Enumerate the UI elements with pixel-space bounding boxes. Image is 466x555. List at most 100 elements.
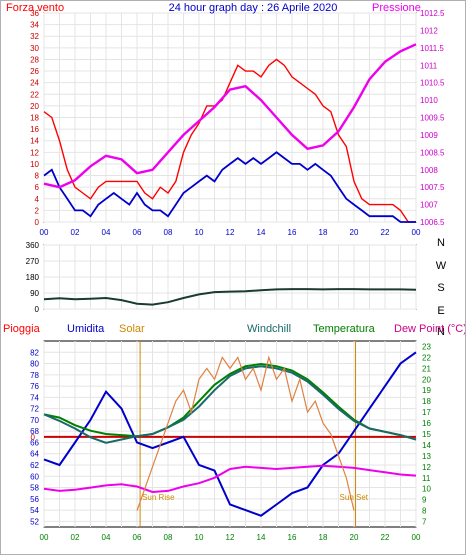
temperature-y-tick-label: 13: [422, 452, 431, 461]
humidity-y-tick-label: 72: [30, 405, 39, 414]
humidity-y-tick-label: 78: [30, 371, 39, 380]
rain-value-label: 0: [31, 433, 36, 442]
humidity-y-tick-label: 80: [30, 360, 39, 369]
temp-x-tick-label: 12: [226, 533, 235, 542]
temp-x-tick-label: 00: [40, 533, 49, 542]
temp-grid: [43, 341, 417, 527]
wind-y-tick-label: 18: [30, 114, 39, 123]
temperature-y-tick-label: 17: [422, 408, 431, 417]
wind-x-ticks: 00 02 04 06 08 10 12 14 16 18 20 22 00: [40, 228, 421, 237]
wind-x-tick-label: 04: [102, 228, 111, 237]
wind-y-tick-label: 10: [30, 160, 39, 169]
pressure-y-tick-label: 1009: [420, 131, 438, 140]
wind-x-tick-label: 06: [133, 228, 142, 237]
legend-item: Solar: [119, 323, 145, 335]
pressure-y-tick-label: 1007.5: [420, 183, 445, 192]
wind-y-tick-label: 16: [30, 125, 39, 134]
compass-label: N: [437, 237, 445, 249]
wind-y-tick-label: 36: [30, 9, 39, 18]
temperature-y-tick-label: 19: [422, 386, 431, 395]
compass-label: N: [437, 326, 445, 338]
sunset-label: Sun Set: [340, 493, 369, 502]
pressure-y-tick-label: 1012.5: [420, 9, 445, 18]
pressure-series-line: [43, 43, 417, 189]
temperature-y-tick-label: 11: [422, 474, 431, 483]
direction-y-tick-label: 180: [26, 273, 40, 282]
temp-x-tick-label: 22: [381, 533, 390, 542]
humidity-y-tick-label: 56: [30, 495, 39, 504]
wind-x-tick-label: 18: [319, 228, 328, 237]
temperature-y-tick-label: 22: [422, 353, 431, 362]
wind-x-tick-label: 02: [71, 228, 80, 237]
wind-x-tick-label: 10: [195, 228, 204, 237]
pressure-y-tick-label: 1011: [420, 61, 438, 70]
legend-item: Pioggia: [3, 323, 41, 335]
wind-y-tick-label: 32: [30, 32, 39, 41]
windchill-series-line: [43, 365, 417, 444]
direction-y-tick-label: 90: [30, 289, 39, 298]
solar-series-line: [136, 355, 355, 511]
pressure-y-tick-label: 1011.5: [420, 44, 444, 53]
temp-x-tick-label: 14: [257, 533, 266, 542]
humidity-y-tick-label: 64: [30, 450, 39, 459]
direction-series: [43, 288, 417, 306]
temperature-y-tick-label: 14: [422, 441, 431, 450]
direction-y-tick-label: 0: [35, 305, 40, 314]
temp-legend: Pioggia Umidita Solar Windchill Temperatura D…: [3, 323, 465, 335]
legend-item: Temperatura: [313, 323, 376, 335]
temp-x-tick-label: 08: [164, 533, 173, 542]
wind-x-tick-label: 22: [381, 228, 390, 237]
wind-x-tick-label: 00: [40, 228, 49, 237]
speed-series-line: [43, 151, 416, 223]
wind-series: [43, 43, 417, 223]
humidity-y-tick-label: 60: [30, 472, 39, 481]
pressure-y-tick-label: 1012: [420, 26, 438, 35]
humidity-y-tick-label: 58: [30, 484, 39, 493]
humidity-y-tick-label: 54: [30, 506, 39, 515]
wind-x-tick-label: 20: [350, 228, 359, 237]
direction-series-line: [43, 288, 417, 306]
direction-y-ticks: 0 90 180 270 360: [26, 241, 40, 314]
wind-y-tick-label: 28: [30, 55, 39, 64]
temperature-y-tick-label: 20: [422, 375, 431, 384]
wind-y-tick-label: 2: [35, 206, 40, 215]
humidity-y-left-ticks: 52 54 56 58 60 62 64 66 68 70 72 74 76 78 80 82: [30, 348, 39, 526]
wind-y-tick-label: 30: [30, 44, 39, 53]
temperature-y-tick-label: 16: [422, 419, 431, 428]
temperature-y-tick-label: 18: [422, 397, 431, 406]
temperature-y-tick-label: 23: [422, 342, 431, 351]
temp-x-tick-label: 00: [412, 533, 421, 542]
temp-x-tick-label: 06: [133, 533, 142, 542]
humidity-y-tick-label: 66: [30, 438, 39, 447]
temperature-y-tick-label: 12: [422, 463, 431, 472]
sunrise-label: Sun Rise: [142, 493, 175, 502]
pressure-y-tick-label: 1010: [420, 96, 438, 105]
legend-item: Umidita: [67, 323, 105, 335]
direction-y-tick-label: 360: [26, 241, 40, 250]
humidity-y-tick-label: 52: [30, 517, 39, 526]
pressure-y-tick-label: 1008.5: [420, 148, 445, 157]
temp-x-tick-label: 16: [288, 533, 297, 542]
temp-x-ticks: 00 02 04 06 08 10 12 14 16 18 20 22 00: [40, 533, 421, 542]
humidity-y-tick-label: 76: [30, 382, 39, 391]
temperature-y-tick-label: 9: [422, 496, 427, 505]
wind-y-tick-label: 0: [35, 218, 40, 227]
pressure-y-tick-label: 1006.5: [420, 218, 445, 227]
temperature-humidity-panel: 0 Sun Rise Sun Set 52 54 56 58 60 62 64 66 68 70 72 7…: [3, 323, 465, 542]
temperature-y-tick-label: 15: [422, 430, 431, 439]
temp-x-tick-label: 18: [319, 533, 328, 542]
wind-x-tick-label: 00: [412, 228, 421, 237]
wind-y-tick-label: 20: [30, 102, 39, 111]
temp-series: 0 Sun Rise Sun Set: [31, 351, 417, 517]
wind-y-tick-label: 6: [35, 183, 40, 192]
temp-x-tick-label: 04: [102, 533, 111, 542]
pressure-y-tick-label: 1007: [420, 201, 438, 210]
wind-x-tick-label: 12: [226, 228, 235, 237]
wind-y-tick-label: 24: [30, 79, 39, 88]
wind-y-tick-label: 34: [30, 21, 39, 30]
